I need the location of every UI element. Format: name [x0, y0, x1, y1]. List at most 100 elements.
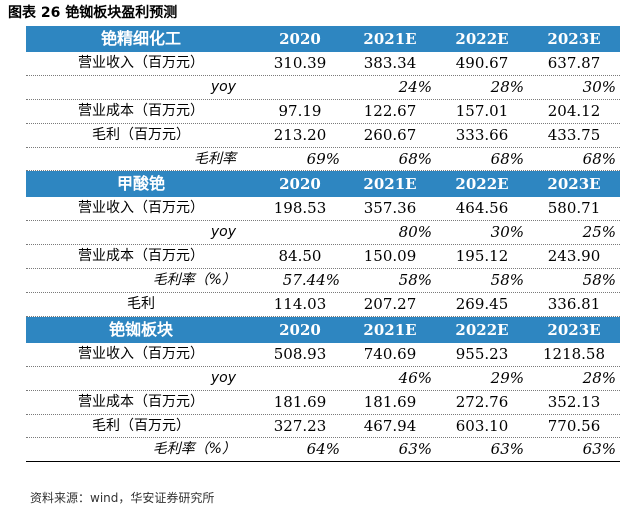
- section-header: 铯铷板块 2020 2021E 2022E 2023E: [26, 316, 620, 343]
- value-cell: 357.36: [363, 199, 417, 218]
- year-header: 2020: [279, 30, 321, 48]
- value-cell: 122.67: [363, 101, 417, 120]
- section-name: 甲酸铯: [116, 174, 165, 194]
- section-name: 铯精细化工: [100, 29, 181, 48]
- value-cell: 433.75: [547, 125, 601, 144]
- value-cell: 637.87: [547, 54, 601, 72]
- value-cell: 57.44%: [282, 271, 340, 290]
- value-cell: 1218.58: [542, 344, 606, 363]
- value-cell: 69%: [306, 149, 340, 168]
- row-label: 毛利率（%）: [152, 441, 236, 458]
- value-cell: 955.23: [455, 344, 509, 363]
- value-cell: 25%: [582, 223, 616, 242]
- value-cell: 68%: [398, 149, 432, 168]
- value-cell: 464.56: [455, 199, 509, 218]
- section-header: 甲酸铯 2020 2021E 2022E 2023E: [26, 171, 620, 198]
- value-cell: 198.53: [273, 199, 327, 218]
- value-cell: 24%: [398, 77, 432, 96]
- value-cell: 46%: [398, 368, 432, 387]
- row-label: 毛利率（%）: [152, 272, 236, 289]
- year-header: 2023E: [547, 175, 601, 194]
- table-row: 营业成本（百万元） 84.50 150.09 195.12 243.90: [26, 245, 620, 270]
- value-cell: 243.90: [547, 247, 601, 266]
- value-cell: 195.12: [455, 247, 509, 266]
- value-cell: 181.69: [273, 392, 327, 411]
- value-cell: 269.45: [455, 295, 509, 314]
- table-row: 毛利（百万元） 213.20 260.67 333.66 433.75: [26, 124, 620, 148]
- row-label: 营业成本（百万元）: [78, 102, 204, 119]
- year-header: 2020: [279, 175, 321, 194]
- year-header: 2023E: [547, 30, 601, 48]
- year-header: 2023E: [547, 320, 601, 339]
- row-label: 营业收入（百万元）: [78, 345, 204, 362]
- table-row: yoy 24% 28% 30%: [26, 76, 620, 100]
- row-label: yoy: [210, 369, 236, 386]
- value-cell: 30%: [582, 77, 616, 96]
- table-row: 营业收入（百万元） 198.53 357.36 464.56 580.71: [26, 197, 620, 222]
- value-cell: [256, 367, 344, 390]
- year-header: 2022E: [455, 320, 509, 339]
- value-cell: 58%: [582, 271, 616, 290]
- value-cell: 336.81: [547, 295, 601, 314]
- value-cell: 352.13: [547, 392, 601, 411]
- value-cell: 30%: [490, 223, 524, 242]
- value-cell: 327.23: [273, 416, 327, 435]
- value-cell: 58%: [490, 271, 524, 290]
- value-cell: 68%: [490, 149, 524, 168]
- value-cell: 84.50: [278, 247, 322, 266]
- value-cell: 80%: [398, 223, 432, 242]
- section-name: 铯铷板块: [108, 319, 173, 339]
- value-cell: 204.12: [547, 101, 601, 120]
- value-cell: 310.39: [273, 54, 327, 72]
- value-cell: 63%: [398, 440, 432, 459]
- row-label: 营业成本（百万元）: [78, 393, 204, 410]
- value-cell: 64%: [306, 440, 340, 459]
- value-cell: [256, 221, 344, 244]
- table-row: 毛利率（%） 57.44% 58% 58% 58%: [26, 269, 620, 294]
- row-label: 毛利（百万元）: [92, 417, 190, 434]
- value-cell: 114.03: [273, 295, 327, 314]
- value-cell: 580.71: [547, 199, 601, 218]
- row-label: 营业收入（百万元）: [78, 55, 204, 71]
- row-label: 营业成本（百万元）: [78, 248, 204, 265]
- value-cell: 157.01: [455, 101, 509, 120]
- row-label: yoy: [210, 224, 236, 241]
- value-cell: 97.19: [278, 101, 322, 120]
- table-row: 营业成本（百万元） 181.69 181.69 272.76 352.13: [26, 391, 620, 415]
- forecast-table: 铯精细化工 2020 2021E 2022E 2023E 营业收入（百万元） 310.39 3…: [26, 26, 620, 463]
- year-header: 2020: [279, 320, 321, 339]
- table-row: 毛利（百万元） 327.23 467.94 603.10 770.56: [26, 415, 620, 439]
- value-cell: 29%: [490, 368, 524, 387]
- row-label: 毛利（百万元）: [92, 126, 190, 143]
- row-label: 毛利率: [194, 150, 236, 167]
- row-label: 营业收入（百万元）: [78, 200, 204, 217]
- value-cell: 213.20: [273, 125, 327, 144]
- value-cell: 150.09: [363, 247, 417, 266]
- value-cell: 508.93: [273, 344, 327, 363]
- value-cell: 770.56: [547, 416, 601, 435]
- year-header: 2021E: [363, 175, 417, 194]
- source-note: 资料来源：wind，华安证券研究所: [30, 491, 215, 505]
- row-label: 毛利: [127, 296, 155, 313]
- value-cell: 383.34: [363, 54, 417, 72]
- value-cell: 272.76: [455, 392, 509, 411]
- value-cell: 63%: [490, 440, 524, 459]
- value-cell: 490.67: [455, 54, 509, 72]
- value-cell: [256, 76, 344, 99]
- value-cell: 68%: [582, 149, 616, 168]
- value-cell: 740.69: [363, 344, 417, 363]
- table-row: 营业收入（百万元） 508.93 740.69 955.23 1218.58: [26, 343, 620, 367]
- table-row: yoy 80% 30% 25%: [26, 221, 620, 246]
- value-cell: 28%: [582, 368, 616, 387]
- value-cell: 181.69: [363, 392, 417, 411]
- table-row: 毛利率（%） 64% 63% 63% 63%: [26, 438, 620, 463]
- table-row: yoy 46% 29% 28%: [26, 367, 620, 391]
- year-header: 2021E: [363, 320, 417, 339]
- year-header: 2022E: [455, 30, 509, 48]
- figure-title: 图表 26 铯铷板块盈利预测: [8, 5, 178, 21]
- year-header: 2022E: [455, 175, 509, 194]
- row-label: yoy: [210, 78, 236, 95]
- section-header: 铯精细化工 2020 2021E 2022E 2023E: [26, 26, 620, 52]
- value-cell: 28%: [490, 77, 524, 96]
- value-cell: 63%: [582, 440, 616, 459]
